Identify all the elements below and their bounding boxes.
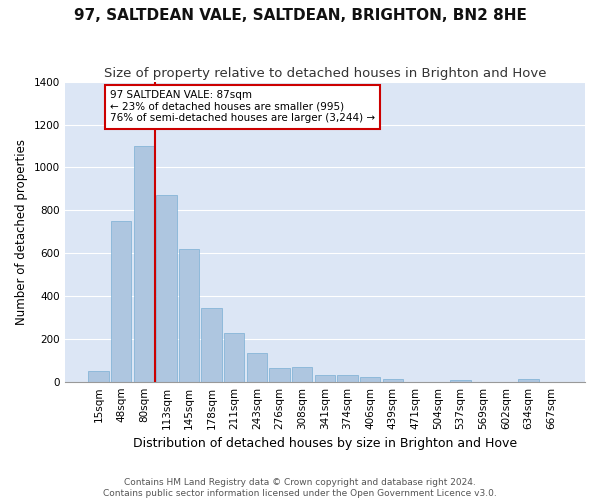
Text: Contains HM Land Registry data © Crown copyright and database right 2024.
Contai: Contains HM Land Registry data © Crown c… (103, 478, 497, 498)
Bar (134, 146, 154, 382)
Bar (383, 379, 403, 382)
Title: Size of property relative to detached houses in Brighton and Hove: Size of property relative to detached ho… (104, 68, 546, 80)
Bar (247, 353, 267, 382)
X-axis label: Distribution of detached houses by size in Brighton and Hove: Distribution of detached houses by size … (133, 437, 517, 450)
Bar (518, 379, 539, 382)
Bar (314, 376, 335, 382)
Bar (269, 368, 290, 382)
Bar (111, 221, 131, 382)
Bar (224, 334, 244, 382)
Text: 97, SALTDEAN VALE, SALTDEAN, BRIGHTON, BN2 8HE: 97, SALTDEAN VALE, SALTDEAN, BRIGHTON, B… (74, 8, 526, 22)
Bar (202, 308, 222, 382)
Bar (451, 380, 471, 382)
Text: 97 SALTDEAN VALE: 87sqm
← 23% of detached houses are smaller (995)
76% of semi-d: 97 SALTDEAN VALE: 87sqm ← 23% of detache… (110, 90, 375, 124)
Bar (337, 375, 358, 382)
Bar (360, 377, 380, 382)
Bar (179, 249, 199, 382)
Bar (88, 371, 109, 382)
Bar (156, 195, 176, 382)
Bar (292, 366, 313, 382)
Y-axis label: Number of detached properties: Number of detached properties (15, 138, 28, 324)
